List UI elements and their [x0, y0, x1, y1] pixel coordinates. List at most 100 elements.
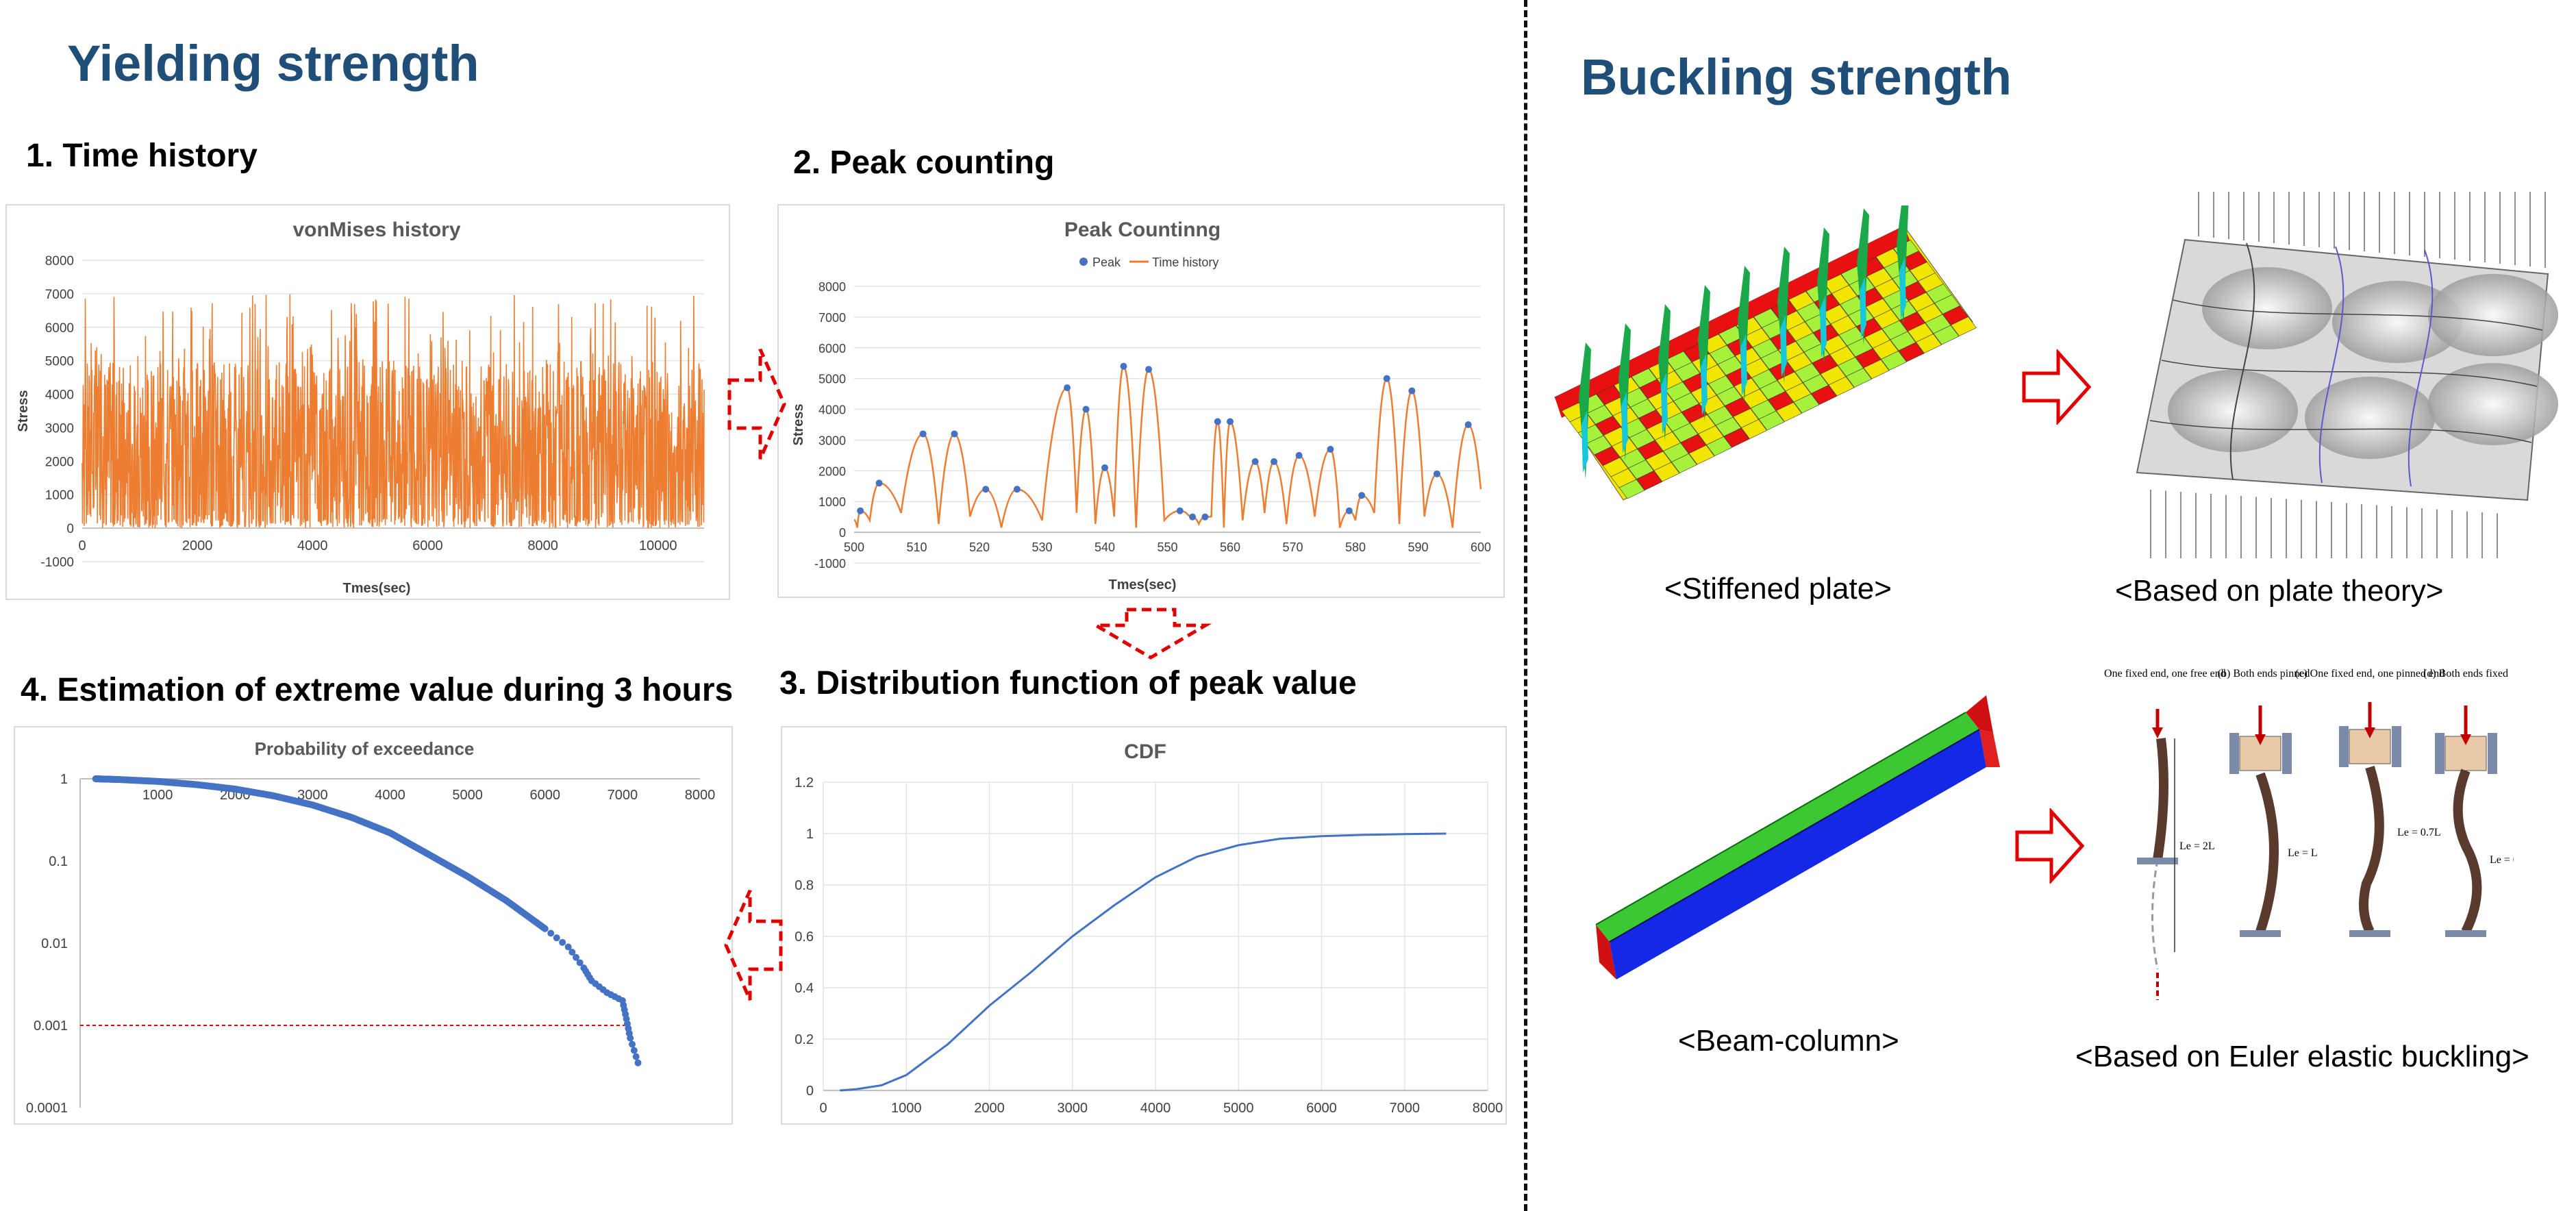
step-time-history: 1. Time history	[26, 138, 258, 174]
chart4-xtick: 6000	[530, 788, 561, 803]
chart-peak-counting: Peak Countinng Peak Time history -1000 0 1000…	[777, 204, 1505, 598]
chart1-ytick: 5000	[45, 355, 74, 369]
chart3-title: CDF	[1124, 740, 1166, 763]
chart2-peak-point	[1251, 458, 1259, 465]
plate-bump	[2428, 363, 2558, 445]
chart2-xtick: 570	[1282, 540, 1303, 554]
stiff-cell	[1671, 453, 1697, 473]
chart1-ytick: 2000	[45, 455, 74, 469]
euler-buckling-figure: (a) One fixed end, one free end (b) Both…	[2103, 668, 2514, 1000]
chart4-point	[564, 943, 572, 951]
chart2-xtick: 540	[1095, 540, 1115, 554]
chart3-cdf-line	[840, 832, 1447, 1092]
stiff-cell	[1828, 376, 1855, 397]
chart2-peak-point	[1383, 375, 1390, 382]
caption-beam-column: <Beam-column>	[1678, 1024, 1899, 1058]
euler-label-a: (a) One fixed end, one free end	[2103, 668, 2226, 679]
chart1-xtick: 6000	[412, 538, 443, 553]
chart2-legend-peak-marker	[1079, 258, 1088, 266]
stiff-cell	[1758, 410, 1785, 431]
plate-bump	[2428, 274, 2558, 356]
chart1-xtick: 0	[78, 538, 86, 553]
chart2-legend-line: Time history	[1152, 255, 1218, 269]
chart2-ytick: 4000	[818, 403, 846, 417]
le-label-a: Le = 2L	[2179, 840, 2215, 852]
stiff-stiffener	[1618, 323, 1631, 460]
chart1-title: vonMises history	[292, 219, 460, 241]
chart2-peak-point	[1064, 384, 1071, 392]
chart2-peak-point	[1295, 451, 1303, 459]
chart4-point	[627, 1034, 634, 1042]
chart1-ytick: 6000	[45, 321, 74, 336]
chart2-xtick: 560	[1220, 540, 1240, 554]
chart4-ytick: 0.01	[41, 936, 68, 951]
chart2-xtick: 530	[1031, 540, 1052, 554]
chart4-point	[568, 949, 576, 956]
stiff-cell	[1793, 393, 1820, 414]
chart2-xlabel: Tmes(sec)	[1109, 577, 1177, 592]
chart4-xtick: 3000	[297, 788, 328, 803]
beam-column-model	[1595, 695, 2000, 979]
chart1-ytick: 1000	[45, 488, 74, 503]
chart2-xtick: 510	[906, 540, 927, 554]
plate-gridline	[2149, 420, 2532, 443]
stiff-stiffener-web	[1740, 334, 1747, 396]
stiff-stiffener-web	[1661, 373, 1668, 434]
le-label-d: Le = 0.5L	[2490, 854, 2514, 866]
caption-plate-theory: <Based on plate theory>	[2115, 574, 2444, 608]
chart-vonmises-history: vonMises history -1000 0 1000 2000 3000 4000 50…	[5, 204, 730, 600]
stiff-cell	[1846, 368, 1872, 388]
chart4-point	[547, 929, 555, 937]
chart4-point	[630, 1047, 638, 1054]
chart-cdf: CDF 0 1000 2000 3000 4000 5000 6000 7000 8000 0 0.2…	[781, 726, 1507, 1125]
chart1-xtick: 4000	[297, 538, 328, 553]
stiff-stiffener-web	[1780, 315, 1787, 377]
arrow-right-1	[727, 348, 786, 460]
stiff-stiffener-web	[1581, 411, 1588, 473]
stiff-stiffener-web	[1899, 258, 1906, 319]
section-divider	[1524, 0, 1527, 1211]
chart2-peak-point	[951, 430, 958, 438]
stiffened-plate-model	[1554, 205, 1977, 501]
chart1-xtick: 8000	[527, 538, 558, 553]
chart3-xtick: 6000	[1306, 1101, 1337, 1116]
stiff-cell	[1951, 316, 1977, 336]
stiff-stiffener	[1738, 266, 1750, 403]
chart3-ytick: 0.6	[795, 929, 814, 945]
chart2-xtick: 520	[969, 540, 990, 554]
stiff-cell	[1811, 385, 1837, 405]
plate-stiffener-line	[2318, 246, 2344, 484]
chart2-peak-point	[1082, 405, 1090, 413]
stiff-cell	[1933, 325, 1960, 345]
chart3-xtick: 4000	[1140, 1101, 1171, 1116]
chart2-peak-point	[875, 479, 883, 487]
chart3-xtick: 1000	[891, 1101, 922, 1116]
stiff-stiffener	[1579, 342, 1591, 479]
plate-bump	[2168, 370, 2298, 452]
stiff-cell	[1618, 479, 1645, 499]
chart2-peak-point	[1271, 458, 1278, 465]
stiff-cell	[1688, 445, 1715, 465]
stiff-stiffener	[1698, 285, 1710, 422]
chart1-ytick: 4000	[45, 388, 74, 403]
chart3-ytick: 0.4	[795, 981, 814, 996]
stiff-stiffener	[1658, 304, 1671, 441]
chart2-xtick: 590	[1408, 540, 1428, 554]
chart4-xtick: 8000	[685, 788, 716, 803]
chart4-ytick: 0.001	[34, 1019, 68, 1034]
chart4-point	[541, 925, 549, 932]
chart4-point	[632, 1053, 640, 1060]
chart3-ytick: 1.2	[795, 775, 814, 790]
euler-label-b: (b) Both ends pinned	[2218, 668, 2310, 679]
arrow-right-3	[2015, 808, 2085, 884]
buckling-title: Buckling strength	[1581, 49, 2012, 105]
chart2-peak-point	[1120, 362, 1127, 370]
euler-label-c: (c) One fixed end, one pinned end	[2295, 668, 2444, 679]
stiff-cell	[1881, 351, 1907, 371]
chart3-xtick: 0	[819, 1101, 827, 1116]
stiff-cell	[1776, 402, 1802, 422]
chart2-ytick: 0	[839, 526, 846, 540]
step-distribution: 3. Distribution function of peak value	[779, 665, 1357, 701]
chart2-peak-point	[1408, 387, 1416, 395]
chart4-point	[576, 959, 584, 966]
